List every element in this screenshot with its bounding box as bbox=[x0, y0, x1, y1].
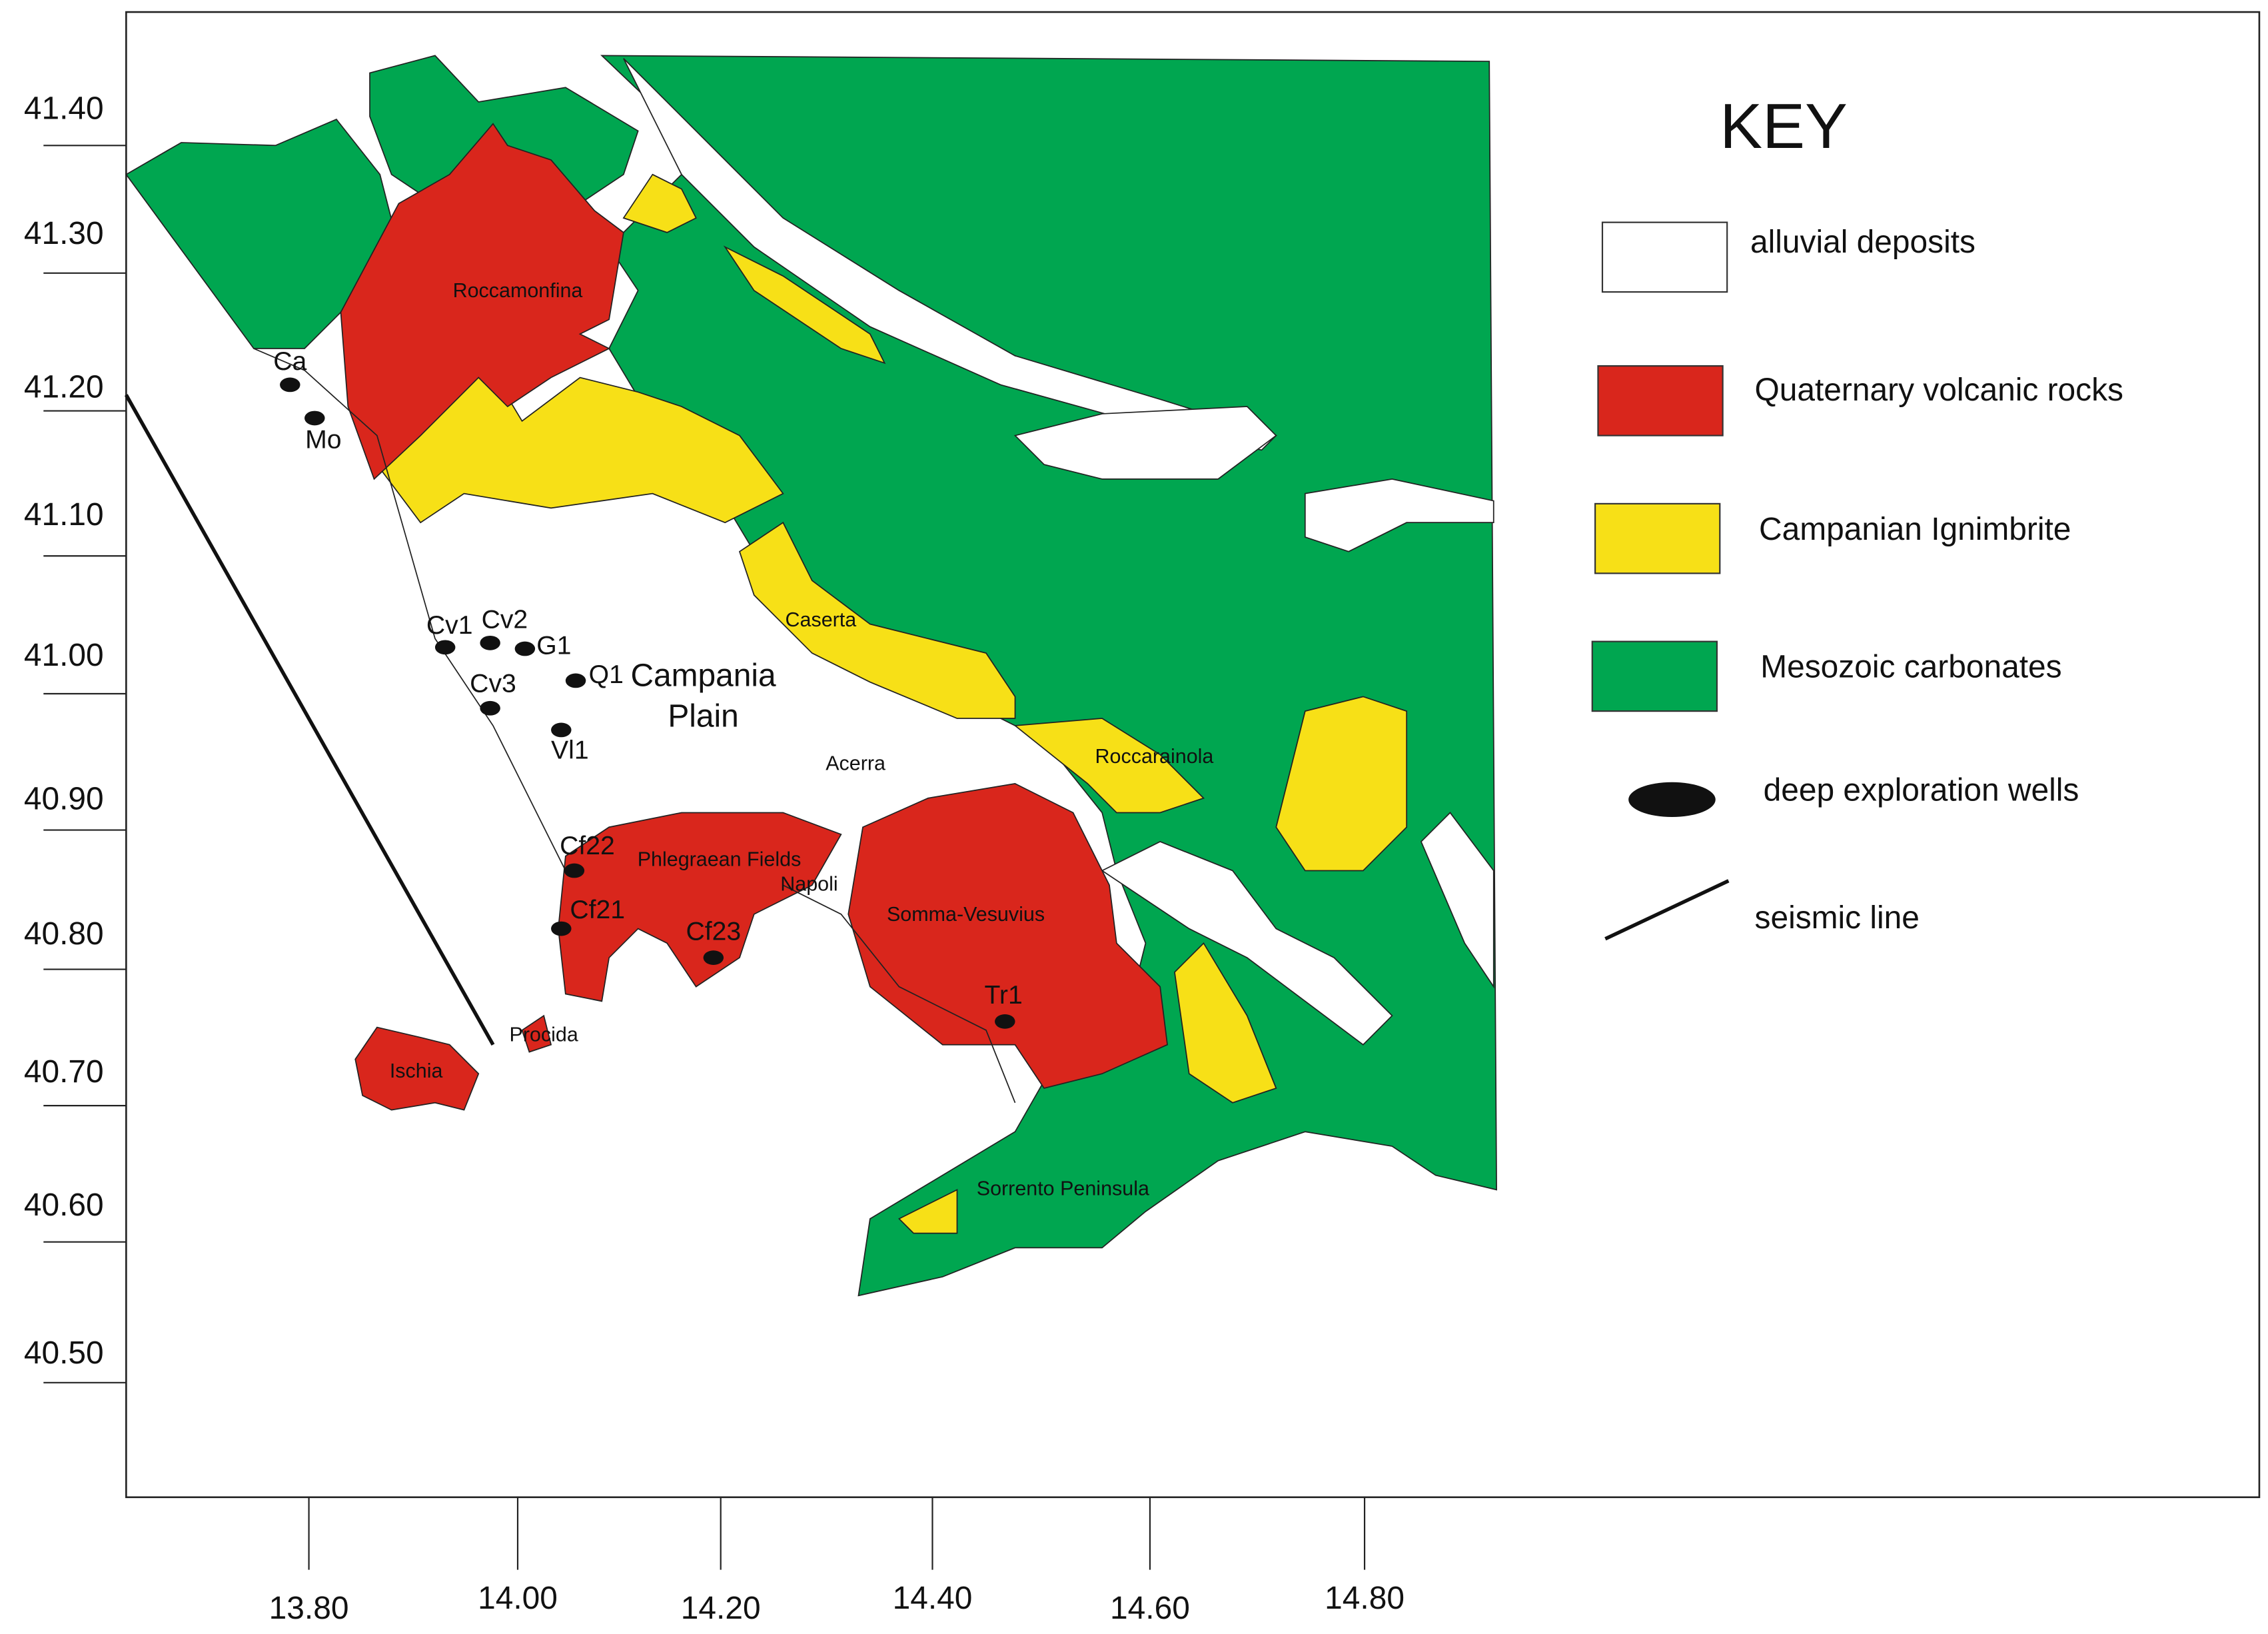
well-label: Cv3 bbox=[470, 669, 516, 698]
longitude-label: 14.80 bbox=[1325, 1581, 1405, 1616]
volcanic-area bbox=[848, 783, 1169, 1089]
key-label: Campanian Ignimbrite bbox=[1759, 512, 2071, 547]
latitude-label: 41.00 bbox=[24, 638, 104, 673]
volcanics bbox=[340, 123, 1169, 1111]
place-label: Roccamonfina bbox=[453, 279, 583, 302]
place-label: Campania bbox=[630, 658, 776, 694]
place-label: Caserta bbox=[786, 608, 857, 631]
alluvial-channels bbox=[623, 58, 1494, 1046]
latitude-label: 40.60 bbox=[24, 1188, 104, 1223]
alluvial-area bbox=[623, 58, 1277, 451]
key-well-symbol bbox=[1628, 782, 1716, 817]
well-label: Mo bbox=[305, 426, 341, 454]
coastline bbox=[253, 348, 566, 871]
alluvial-area bbox=[1304, 478, 1494, 552]
volcanic-area bbox=[354, 1026, 480, 1111]
well-label: Cf22 bbox=[560, 832, 615, 860]
alluvial-area bbox=[1101, 841, 1393, 1046]
seismic-line bbox=[124, 394, 495, 1046]
ignimbrite bbox=[376, 173, 1408, 1234]
key-swatch bbox=[1594, 502, 1721, 574]
ignimbrite-area bbox=[738, 521, 1016, 719]
key-title: KEY bbox=[1720, 91, 1848, 162]
place-label: Sorrento Peninsula bbox=[977, 1177, 1149, 1200]
coastline bbox=[782, 884, 1016, 1104]
latitude-label: 40.50 bbox=[24, 1335, 104, 1371]
well-label: G1 bbox=[536, 632, 571, 660]
well bbox=[280, 377, 300, 393]
longitude-label: 14.40 bbox=[893, 1581, 973, 1616]
latitude-label: 41.10 bbox=[24, 497, 104, 532]
key-swatch bbox=[1597, 365, 1724, 436]
well bbox=[551, 722, 572, 738]
latitude-label: 40.90 bbox=[24, 782, 104, 817]
latitude-label: 41.20 bbox=[24, 370, 104, 405]
well-label: Cf21 bbox=[570, 896, 625, 924]
key-label: Mesozoic carbonates bbox=[1760, 650, 2061, 685]
alluvial-area bbox=[1420, 812, 1494, 989]
place-label: Ischia bbox=[390, 1060, 443, 1082]
well-label: Cv2 bbox=[482, 606, 528, 634]
well bbox=[480, 635, 500, 650]
well bbox=[304, 410, 325, 426]
volcanic-area bbox=[340, 123, 624, 480]
key-label: Quaternary volcanic rocks bbox=[1755, 373, 2123, 408]
key-swatch bbox=[1591, 640, 1718, 712]
key-label: alluvial deposits bbox=[1750, 225, 1976, 260]
well-label: Cf23 bbox=[686, 917, 741, 946]
well-label: Tr1 bbox=[984, 981, 1022, 1010]
latitude-label: 41.30 bbox=[24, 216, 104, 251]
volcanic-area bbox=[521, 1014, 552, 1053]
place-label: Napoli bbox=[780, 872, 838, 895]
well bbox=[565, 673, 586, 688]
ignimbrite-area bbox=[897, 1188, 958, 1234]
ignimbrite-area bbox=[723, 245, 886, 365]
longitude-label: 13.80 bbox=[269, 1591, 349, 1626]
volcanic-area bbox=[558, 812, 842, 1002]
well bbox=[995, 1014, 1015, 1029]
ignimbrite-area bbox=[1275, 696, 1408, 872]
well bbox=[514, 641, 536, 656]
key-label: seismic line bbox=[1755, 900, 1920, 936]
ignimbrite-area bbox=[1013, 718, 1205, 814]
well-label: Vl1 bbox=[551, 736, 589, 764]
ignimbrite-area bbox=[622, 173, 697, 233]
key-seismic-symbol bbox=[1604, 879, 1730, 941]
well bbox=[551, 921, 572, 936]
alluvial-area bbox=[1013, 406, 1277, 480]
place-label: Acerra bbox=[826, 752, 885, 775]
well bbox=[564, 863, 585, 878]
key-label: deep exploration wells bbox=[1764, 773, 2079, 808]
latitude-label: 40.70 bbox=[24, 1054, 104, 1090]
well bbox=[703, 950, 724, 965]
latitude-label: 41.40 bbox=[24, 91, 104, 127]
carbonate-area bbox=[369, 55, 639, 205]
ignimbrite-area bbox=[1174, 942, 1277, 1104]
well bbox=[434, 640, 456, 655]
well-label: Ca bbox=[273, 347, 306, 376]
place-label: Roccarainola bbox=[1095, 745, 1214, 768]
place-label: Plain bbox=[668, 699, 738, 734]
key-swatch bbox=[1601, 221, 1728, 293]
longitude-label: 14.20 bbox=[681, 1591, 761, 1626]
place-label: Phlegraean Fields bbox=[638, 848, 802, 870]
longitude-label: 14.00 bbox=[478, 1581, 558, 1616]
well bbox=[480, 700, 500, 716]
longitude-label: 14.60 bbox=[1110, 1591, 1190, 1626]
place-label: Procida bbox=[510, 1024, 578, 1046]
latitude-label: 40.80 bbox=[24, 916, 104, 952]
well-label: Cv1 bbox=[426, 611, 473, 640]
well-label: Q1 bbox=[589, 660, 624, 689]
place-label: Somma-Vesuvius bbox=[887, 903, 1045, 926]
